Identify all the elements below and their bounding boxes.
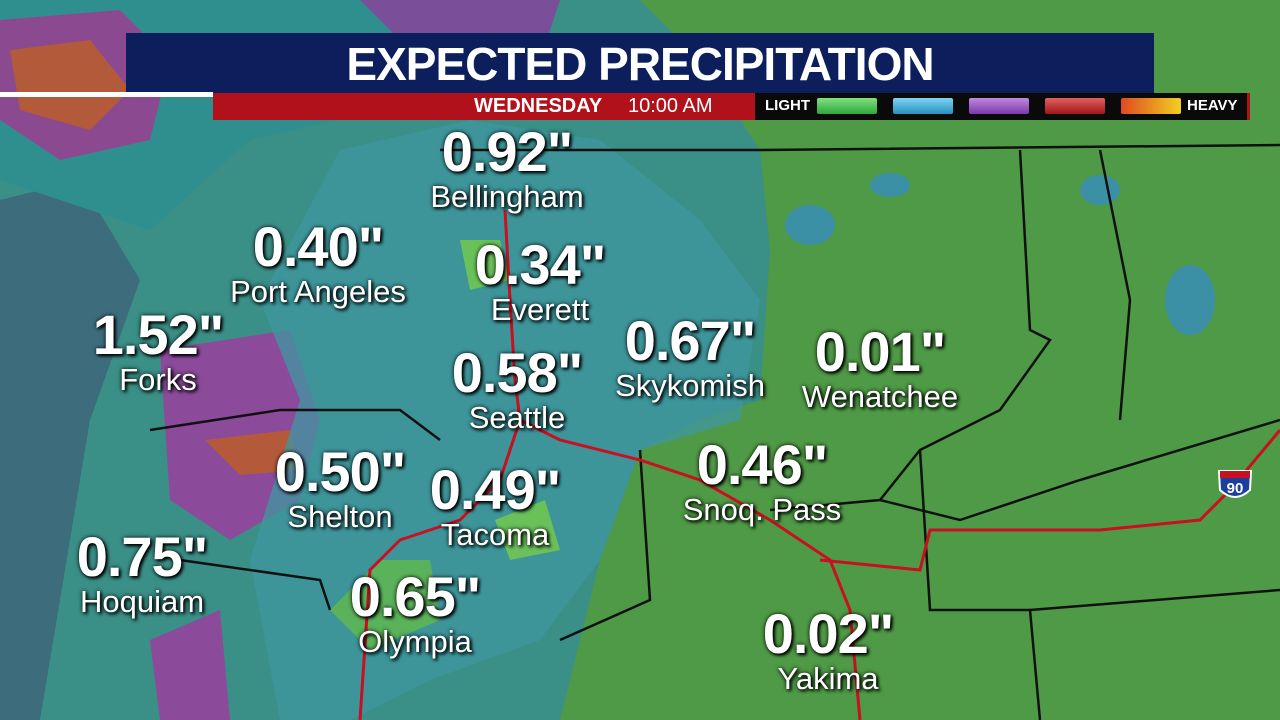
swatch — [1045, 98, 1105, 114]
city-label: 1.52" Forks — [92, 303, 225, 397]
legend-low: LIGHT — [765, 97, 810, 114]
city-label: 0.92" Bellingham — [430, 124, 583, 214]
highway-number: 90 — [1227, 480, 1244, 497]
city-name: Shelton — [287, 499, 393, 534]
city-name: Everett — [490, 292, 590, 327]
city-label: 0.75" Hoquiam — [76, 525, 209, 619]
city-name: Yakima — [777, 661, 879, 696]
city-label: 0.49" Tacoma — [429, 458, 562, 552]
interstate-shield: 90 — [1217, 470, 1253, 498]
precip-amount: 0.65" — [349, 565, 482, 628]
city-label: 0.67" Skykomish — [615, 313, 765, 403]
city-label: 0.02" Yakima — [762, 602, 895, 696]
day: WEDNESDAY — [474, 95, 603, 117]
swatch — [893, 98, 953, 114]
precip-amount: 0.46" — [696, 433, 829, 496]
city-label: 0.46" Snoq. Pass — [683, 437, 842, 527]
city-label: 0.65" Olympia — [349, 565, 482, 659]
swatch — [969, 98, 1029, 114]
city-name: Tacoma — [440, 517, 550, 552]
precip-amount: 0.01" — [814, 320, 947, 383]
legend-high: HEAVY — [1187, 97, 1238, 114]
city-name: Port Angeles — [230, 274, 406, 309]
city-name: Bellingham — [430, 179, 584, 214]
city-label: 0.58" Seattle — [451, 341, 584, 435]
city-name: Forks — [119, 362, 197, 397]
time: 10:00 AM — [628, 95, 713, 117]
precip-amount: 0.58" — [451, 341, 584, 404]
swatch — [817, 98, 877, 114]
legend: LIGHT HEAVY — [755, 93, 1247, 120]
precip-amount: 0.49" — [429, 458, 562, 521]
city-name: Wenatchee — [801, 379, 959, 414]
precip-amount: 0.02" — [762, 602, 895, 665]
precip-amount: 0.67" — [624, 309, 757, 372]
precip-amount: 0.75" — [76, 525, 209, 588]
precip-amount: 1.52" — [92, 303, 225, 366]
city-label: 0.50" Shelton — [274, 440, 407, 534]
swatch — [1121, 98, 1181, 114]
divider — [0, 92, 213, 97]
city-label: 0.01" Wenatchee — [802, 324, 958, 414]
precip-amount: 0.50" — [274, 440, 407, 503]
city-name: Hoquiam — [79, 584, 205, 619]
city-name: Snoq. Pass — [682, 492, 842, 527]
precip-amount: 0.92" — [441, 120, 574, 183]
city-name: Seattle — [468, 400, 566, 435]
title: EXPECTED PRECIPITATION — [126, 33, 1154, 93]
city-label: 0.34" Everett — [474, 233, 607, 327]
city-name: Skykomish — [615, 368, 765, 403]
city-name: Olympia — [358, 624, 472, 659]
precip-amount: 0.34" — [474, 233, 607, 296]
city-label: 0.40" Port Angeles — [230, 219, 406, 309]
precip-amount: 0.40" — [252, 215, 385, 278]
